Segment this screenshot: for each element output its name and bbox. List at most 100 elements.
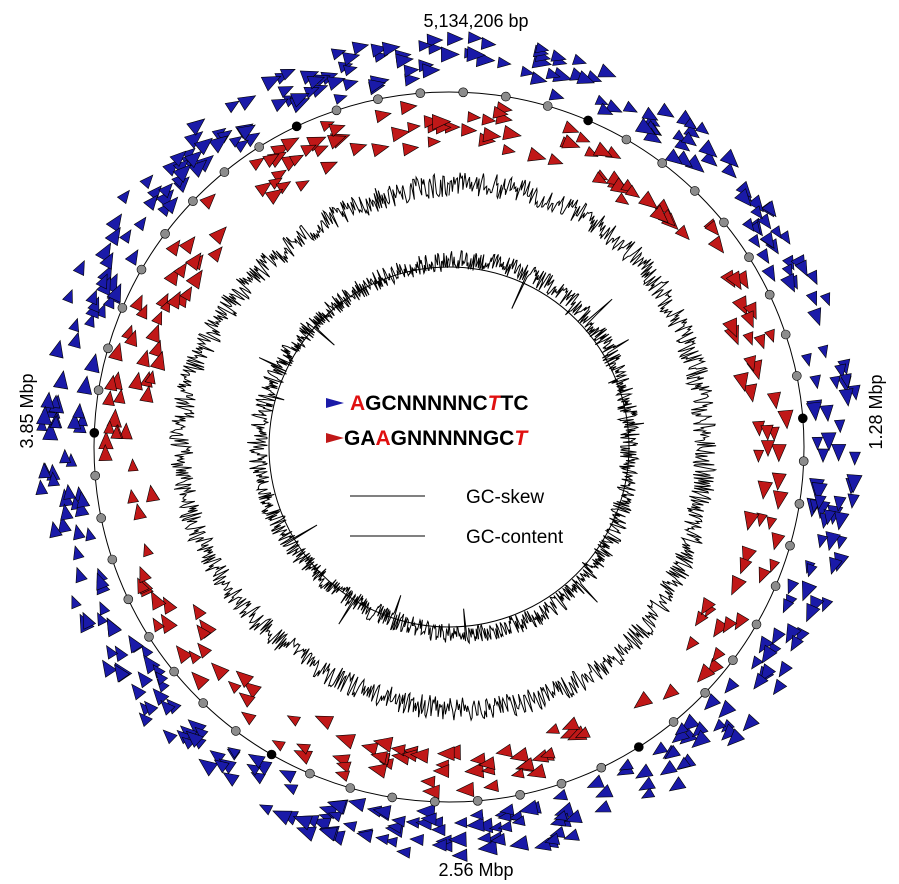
minor-marker-icon <box>169 666 179 677</box>
forward-motif-sequence: AGCNNNNNCTTC <box>350 392 529 415</box>
reverse-site-triangle-icon <box>483 779 499 793</box>
forward-site-triangle-icon <box>76 375 92 395</box>
forward-site-triangle-icon <box>49 414 62 429</box>
reverse-site-triangle-icon <box>633 690 654 709</box>
forward-site-triangle-icon <box>40 391 55 409</box>
forward-site-triangle-icon <box>169 150 187 167</box>
gc-content-trace <box>169 172 718 722</box>
forward-site-triangle-icon <box>76 412 88 427</box>
reverse-site-triangle-icon <box>264 188 284 205</box>
reverse-site-triangle-icon <box>547 153 564 165</box>
forward-site-triangle-icon <box>781 263 793 278</box>
reverse-site-triangle-icon <box>733 270 749 290</box>
forward-site-triangle-icon <box>278 770 297 784</box>
backbone-position-markers <box>89 87 809 807</box>
reverse-site-triangle-icon <box>113 388 126 404</box>
forward-site-triangle-icon <box>671 726 690 744</box>
forward-site-triangle-icon <box>59 448 72 464</box>
reverse-site-triangle-icon <box>286 715 301 727</box>
reverse-site-triangle-icon <box>300 144 317 158</box>
reverse-site-triangle-icon <box>127 488 140 504</box>
forward-site-triangle-icon <box>185 730 204 748</box>
reverse-strand-motif-sites <box>98 100 794 800</box>
forward-site-triangle-icon <box>664 148 683 165</box>
reverse-site-triangle-icon <box>328 124 346 138</box>
forward-site-triangle-icon <box>128 635 144 654</box>
reverse-site-triangle-icon <box>731 295 748 316</box>
reverse-site-triangle-icon <box>139 565 152 584</box>
reverse-site-triangle-icon <box>208 226 227 245</box>
reverse-site-triangle-icon <box>469 752 486 766</box>
forward-site-triangle-icon <box>847 493 860 509</box>
reverse-site-triangle-icon <box>173 262 187 279</box>
forward-site-triangle-icon <box>356 829 374 844</box>
forward-site-triangle-icon <box>333 94 348 105</box>
reverse-site-triangle-icon <box>482 127 502 143</box>
forward-site-triangle-icon <box>529 71 548 85</box>
forward-site-triangle-icon <box>724 677 740 694</box>
reverse-site-triangle-icon <box>722 616 738 634</box>
reverse-site-triangle-icon <box>275 181 292 195</box>
reverse-site-triangle-icon <box>574 726 591 739</box>
minor-marker-icon <box>785 540 795 551</box>
forward-site-triangle-icon <box>833 495 847 512</box>
reverse-site-triangle-icon <box>185 269 203 290</box>
minor-marker-icon <box>90 470 100 481</box>
forward-site-triangle-icon <box>447 31 464 46</box>
forward-site-triangle-icon <box>391 815 406 828</box>
reverse-site-triangle-icon <box>118 422 133 440</box>
forward-site-triangle-icon <box>652 741 669 756</box>
forward-site-triangle-icon <box>635 763 654 779</box>
forward-site-triangle-icon <box>822 596 834 613</box>
forward-site-triangle-icon <box>76 490 91 508</box>
reverse-site-triangle-icon <box>427 136 442 148</box>
major-marker-icon <box>583 115 593 126</box>
reverse-site-triangle-icon <box>374 109 392 124</box>
forward-site-triangle-icon <box>72 402 85 419</box>
minor-marker-icon <box>770 581 781 591</box>
forward-site-triangle-icon <box>62 288 73 304</box>
forward-site-triangle-icon <box>761 200 777 218</box>
forward-site-triangle-icon <box>756 213 772 230</box>
reverse-site-triangle-icon <box>370 751 388 765</box>
forward-site-triangle-icon <box>753 672 769 690</box>
forward-site-triangle-icon <box>343 65 358 77</box>
reverse-site-triangle-icon <box>561 134 581 149</box>
minor-marker-icon <box>751 619 762 630</box>
reverse-site-triangle-icon <box>314 715 335 731</box>
reverse-site-triangle-icon <box>400 100 418 116</box>
reverse-site-triangle-icon <box>742 331 754 346</box>
forward-site-triangle-icon <box>823 509 837 526</box>
forward-site-triangle-icon <box>63 483 76 500</box>
forward-site-triangle-icon <box>535 42 550 54</box>
forward-site-triangle-icon <box>396 846 411 859</box>
forward-site-triangle-icon <box>347 798 367 813</box>
forward-site-triangle-icon <box>183 131 204 149</box>
forward-site-triangle-icon <box>756 248 770 264</box>
minor-marker-icon <box>373 94 383 104</box>
motif-1-segment-3: T <box>514 427 529 450</box>
reverse-site-triangle-icon <box>432 764 450 779</box>
reverse-site-triangle-icon <box>649 204 669 224</box>
minor-marker-icon <box>96 513 106 523</box>
forward-site-triangle-icon <box>198 758 219 777</box>
minor-marker-icon <box>188 196 198 206</box>
reverse-site-triangle-icon <box>240 711 257 726</box>
forward-site-triangle-icon <box>113 663 131 683</box>
minor-marker-icon <box>472 795 483 806</box>
forward-site-triangle-icon <box>105 213 123 233</box>
forward-site-triangle-icon <box>342 821 358 833</box>
reverse-site-triangle-icon <box>674 224 690 241</box>
forward-site-triangle-icon <box>839 373 852 389</box>
motif-0-segment-2: T <box>488 392 503 415</box>
reverse-site-triangle-icon <box>144 370 156 385</box>
minor-marker-icon <box>117 303 128 313</box>
reverse-site-triangle-icon <box>103 419 115 434</box>
forward-site-triangle-icon <box>422 63 441 79</box>
forward-site-triangle-icon <box>700 150 718 167</box>
forward-site-triangle-icon <box>806 563 818 578</box>
forward-site-triangle-icon <box>771 627 786 645</box>
forward-site-triangle-icon <box>520 65 535 77</box>
forward-site-triangle-icon <box>292 815 313 831</box>
forward-site-triangle-icon <box>477 831 492 844</box>
